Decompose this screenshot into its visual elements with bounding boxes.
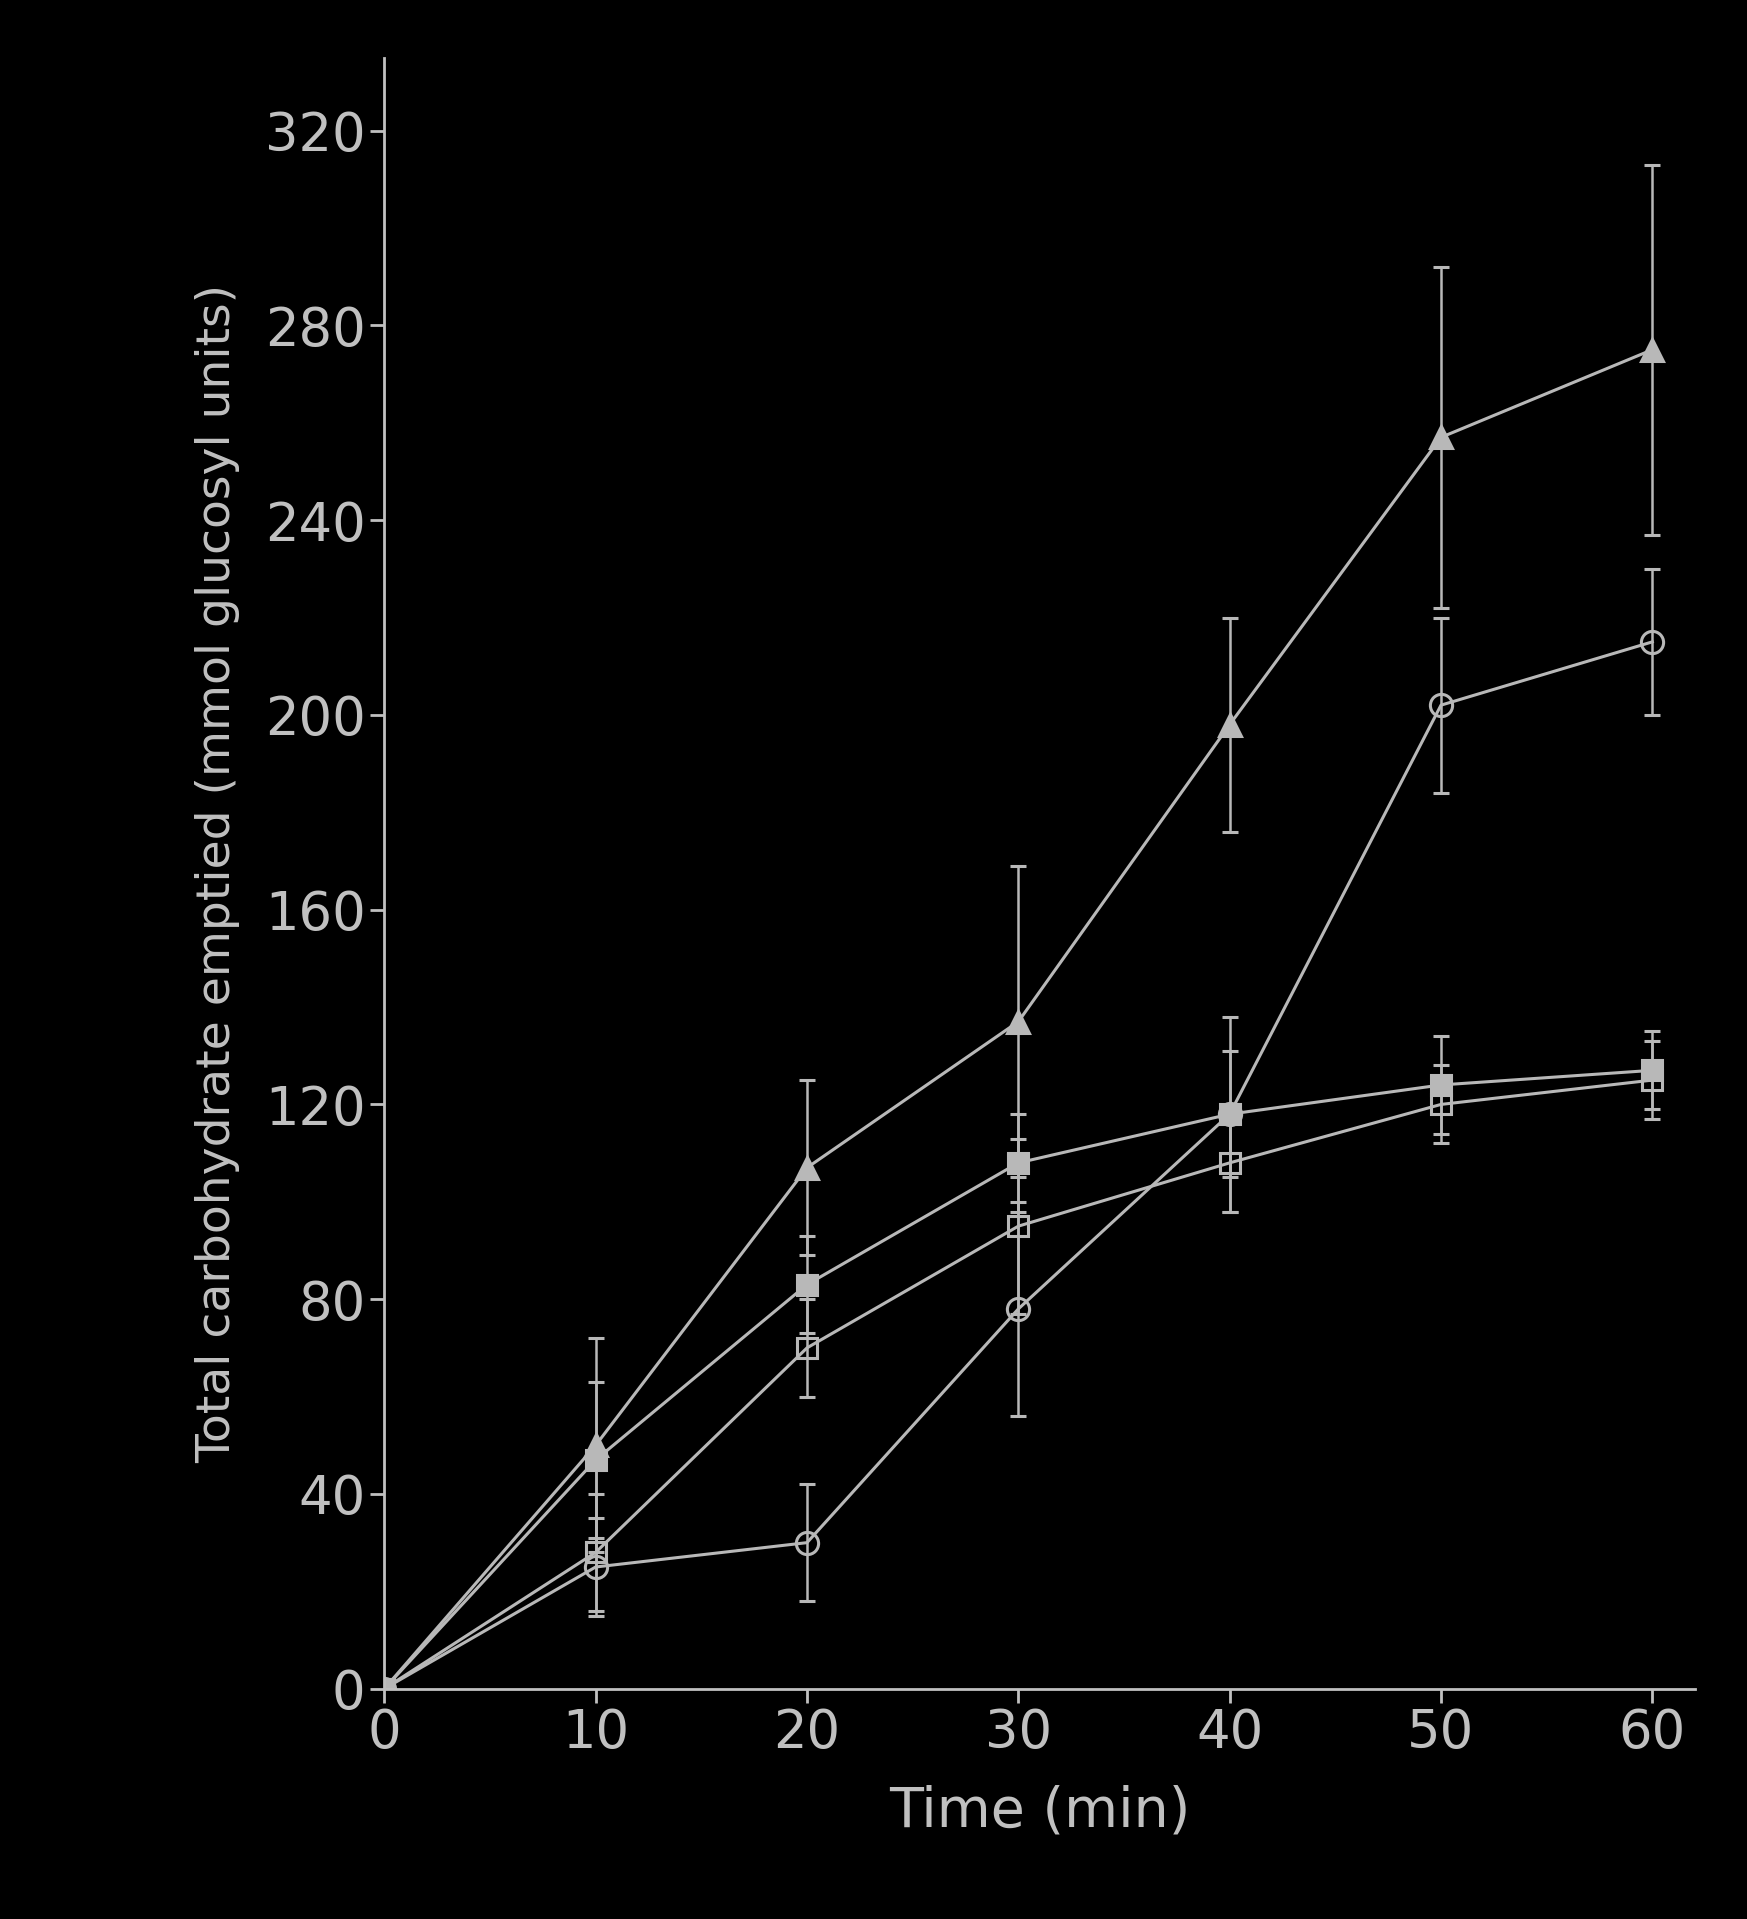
Y-axis label: Total carbohydrate emptied (mmol glucosyl units): Total carbohydrate emptied (mmol glucosy… [196,284,239,1462]
X-axis label: Time (min): Time (min) [889,1785,1190,1838]
